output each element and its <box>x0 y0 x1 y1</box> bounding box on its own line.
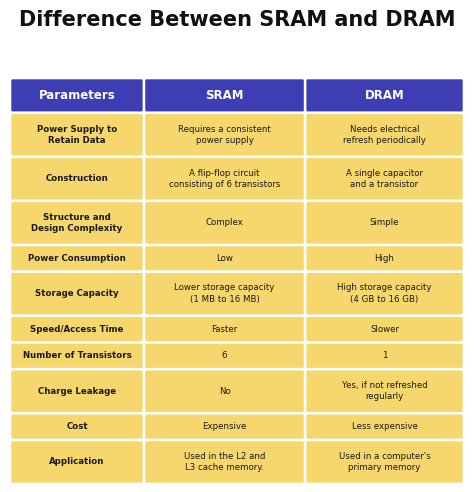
FancyBboxPatch shape <box>145 246 304 270</box>
Text: Number of Transistors: Number of Transistors <box>23 351 131 360</box>
Text: Low: Low <box>216 254 233 263</box>
FancyBboxPatch shape <box>306 370 463 412</box>
Text: Requires a consistent
power supply: Requires a consistent power supply <box>178 124 271 145</box>
FancyBboxPatch shape <box>306 114 463 155</box>
FancyBboxPatch shape <box>145 114 304 155</box>
FancyBboxPatch shape <box>145 317 304 341</box>
Text: Power Consumption: Power Consumption <box>28 254 126 263</box>
FancyBboxPatch shape <box>11 273 143 314</box>
FancyBboxPatch shape <box>306 344 463 368</box>
FancyBboxPatch shape <box>11 158 143 200</box>
FancyBboxPatch shape <box>145 441 304 483</box>
Text: A single capacitor
and a transistor: A single capacitor and a transistor <box>346 169 423 189</box>
FancyBboxPatch shape <box>306 202 463 244</box>
Text: 6: 6 <box>222 351 227 360</box>
Text: Complex: Complex <box>206 218 244 227</box>
FancyBboxPatch shape <box>306 441 463 483</box>
Text: SRAM: SRAM <box>205 89 244 102</box>
FancyBboxPatch shape <box>306 158 463 200</box>
FancyBboxPatch shape <box>145 158 304 200</box>
Text: Faster: Faster <box>211 325 237 334</box>
FancyBboxPatch shape <box>11 114 143 155</box>
Text: Less expensive: Less expensive <box>352 422 418 431</box>
FancyBboxPatch shape <box>145 415 304 439</box>
FancyBboxPatch shape <box>11 246 143 270</box>
Text: Parameters: Parameters <box>38 89 115 102</box>
Text: Expensive: Expensive <box>202 422 246 431</box>
FancyBboxPatch shape <box>11 415 143 439</box>
FancyBboxPatch shape <box>145 202 304 244</box>
FancyBboxPatch shape <box>11 344 143 368</box>
FancyBboxPatch shape <box>11 317 143 341</box>
FancyBboxPatch shape <box>306 317 463 341</box>
FancyBboxPatch shape <box>306 246 463 270</box>
FancyBboxPatch shape <box>11 79 143 111</box>
Text: 1: 1 <box>382 351 387 360</box>
FancyBboxPatch shape <box>306 273 463 314</box>
Text: Needs electrical
refresh periodically: Needs electrical refresh periodically <box>343 124 426 145</box>
FancyBboxPatch shape <box>145 79 304 111</box>
Text: DRAM: DRAM <box>365 89 404 102</box>
Text: Application: Application <box>49 458 105 466</box>
Text: High: High <box>374 254 394 263</box>
Text: A flip-flop circuit
consisting of 6 transistors: A flip-flop circuit consisting of 6 tran… <box>169 169 280 189</box>
Text: Speed/Access Time: Speed/Access Time <box>30 325 124 334</box>
FancyBboxPatch shape <box>11 202 143 244</box>
FancyBboxPatch shape <box>306 79 463 111</box>
Text: Construction: Construction <box>46 174 109 184</box>
FancyBboxPatch shape <box>145 370 304 412</box>
FancyBboxPatch shape <box>145 344 304 368</box>
Text: Structure and
Design Complexity: Structure and Design Complexity <box>31 213 123 233</box>
Text: Yes, if not refreshed
regularly: Yes, if not refreshed regularly <box>342 381 428 401</box>
Text: Power Supply to
Retain Data: Power Supply to Retain Data <box>37 124 117 145</box>
FancyBboxPatch shape <box>306 415 463 439</box>
FancyBboxPatch shape <box>145 273 304 314</box>
Text: Used in a computer's
primary memory: Used in a computer's primary memory <box>339 452 430 472</box>
Text: No: No <box>219 387 230 396</box>
Text: Storage Capacity: Storage Capacity <box>35 289 119 298</box>
Text: Simple: Simple <box>370 218 399 227</box>
Text: Slower: Slower <box>370 325 399 334</box>
Text: Used in the L2 and
L3 cache memory.: Used in the L2 and L3 cache memory. <box>184 452 265 472</box>
Text: Difference Between SRAM and DRAM: Difference Between SRAM and DRAM <box>19 10 455 30</box>
Text: Lower storage capacity
(1 MB to 16 MB): Lower storage capacity (1 MB to 16 MB) <box>174 283 275 304</box>
FancyBboxPatch shape <box>11 370 143 412</box>
Text: High storage capacity
(4 GB to 16 GB): High storage capacity (4 GB to 16 GB) <box>337 283 432 304</box>
FancyBboxPatch shape <box>11 441 143 483</box>
Text: Cost: Cost <box>66 422 88 431</box>
Text: Charge Leakage: Charge Leakage <box>38 387 116 396</box>
